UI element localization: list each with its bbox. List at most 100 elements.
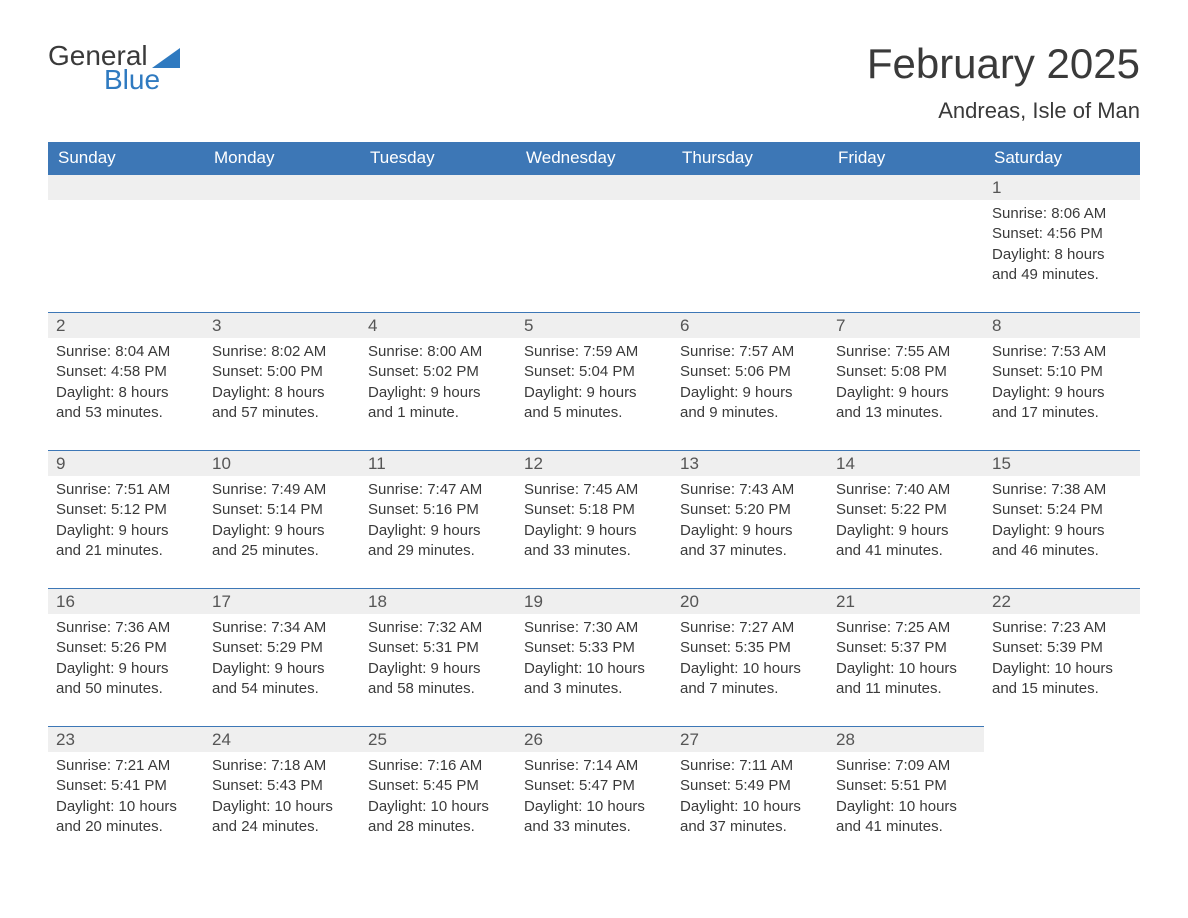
calendar-cell-empty (204, 174, 360, 312)
day-data: Sunrise: 7:47 AMSunset: 5:16 PMDaylight:… (360, 476, 516, 571)
day-data: Sunrise: 7:45 AMSunset: 5:18 PMDaylight:… (516, 476, 672, 571)
day-number: 8 (984, 312, 1140, 338)
sunrise-text: Sunrise: 7:18 AM (212, 756, 352, 776)
sunrise-text: Sunrise: 7:40 AM (836, 480, 976, 500)
sunrise-text: Sunrise: 8:06 AM (992, 204, 1132, 224)
daylight-line-2: and 33 minutes. (524, 817, 664, 837)
calendar-head: SundayMondayTuesdayWednesdayThursdayFrid… (48, 142, 1140, 174)
sunset-text: Sunset: 5:20 PM (680, 500, 820, 520)
calendar-cell: 21Sunrise: 7:25 AMSunset: 5:37 PMDayligh… (828, 588, 984, 726)
day-number (204, 174, 360, 200)
daylight-line-1: Daylight: 10 hours (524, 659, 664, 679)
sunset-text: Sunset: 5:43 PM (212, 776, 352, 796)
calendar-cell: 14Sunrise: 7:40 AMSunset: 5:22 PMDayligh… (828, 450, 984, 588)
day-data: Sunrise: 7:43 AMSunset: 5:20 PMDaylight:… (672, 476, 828, 571)
day-data: Sunrise: 7:25 AMSunset: 5:37 PMDaylight:… (828, 614, 984, 709)
daylight-line-2: and 5 minutes. (524, 403, 664, 423)
calendar-cell: 22Sunrise: 7:23 AMSunset: 5:39 PMDayligh… (984, 588, 1140, 726)
sunrise-text: Sunrise: 7:27 AM (680, 618, 820, 638)
sunset-text: Sunset: 5:35 PM (680, 638, 820, 658)
sunset-text: Sunset: 5:51 PM (836, 776, 976, 796)
calendar-cell: 6Sunrise: 7:57 AMSunset: 5:06 PMDaylight… (672, 312, 828, 450)
daylight-line-2: and 37 minutes. (680, 541, 820, 561)
calendar-cell-empty (516, 174, 672, 312)
sunrise-text: Sunrise: 7:53 AM (992, 342, 1132, 362)
calendar-cell: 26Sunrise: 7:14 AMSunset: 5:47 PMDayligh… (516, 726, 672, 864)
daylight-line-1: Daylight: 9 hours (680, 521, 820, 541)
day-data: Sunrise: 7:16 AMSunset: 5:45 PMDaylight:… (360, 752, 516, 847)
sunrise-text: Sunrise: 7:16 AM (368, 756, 508, 776)
title-block: February 2025 Andreas, Isle of Man (867, 40, 1140, 124)
daylight-line-1: Daylight: 9 hours (56, 521, 196, 541)
calendar-cell: 3Sunrise: 8:02 AMSunset: 5:00 PMDaylight… (204, 312, 360, 450)
calendar-week: 9Sunrise: 7:51 AMSunset: 5:12 PMDaylight… (48, 450, 1140, 588)
day-number: 12 (516, 450, 672, 476)
daylight-line-1: Daylight: 10 hours (680, 797, 820, 817)
sunset-text: Sunset: 5:16 PM (368, 500, 508, 520)
daylight-line-2: and 41 minutes. (836, 541, 976, 561)
daylight-line-2: and 28 minutes. (368, 817, 508, 837)
daylight-line-2: and 11 minutes. (836, 679, 976, 699)
sunset-text: Sunset: 5:10 PM (992, 362, 1132, 382)
day-number (984, 726, 1140, 751)
calendar-cell-empty (984, 726, 1140, 864)
daylight-line-2: and 54 minutes. (212, 679, 352, 699)
daylight-line-2: and 50 minutes. (56, 679, 196, 699)
daylight-line-2: and 25 minutes. (212, 541, 352, 561)
day-data: Sunrise: 7:59 AMSunset: 5:04 PMDaylight:… (516, 338, 672, 433)
page-title: February 2025 (867, 40, 1140, 88)
daylight-line-1: Daylight: 10 hours (368, 797, 508, 817)
logo: General Blue (48, 40, 180, 96)
day-data: Sunrise: 7:49 AMSunset: 5:14 PMDaylight:… (204, 476, 360, 571)
daylight-line-2: and 9 minutes. (680, 403, 820, 423)
sunrise-text: Sunrise: 7:21 AM (56, 756, 196, 776)
calendar-cell: 1Sunrise: 8:06 AMSunset: 4:56 PMDaylight… (984, 174, 1140, 312)
sunrise-text: Sunrise: 7:38 AM (992, 480, 1132, 500)
sunrise-text: Sunrise: 7:59 AM (524, 342, 664, 362)
sunrise-text: Sunrise: 7:32 AM (368, 618, 508, 638)
daylight-line-1: Daylight: 10 hours (680, 659, 820, 679)
sunrise-text: Sunrise: 7:43 AM (680, 480, 820, 500)
calendar-cell: 23Sunrise: 7:21 AMSunset: 5:41 PMDayligh… (48, 726, 204, 864)
day-header: Sunday (48, 142, 204, 174)
sunrise-text: Sunrise: 8:00 AM (368, 342, 508, 362)
calendar-body: 1 Sunrise: 8:06 AMSunset: 4:56 PM Daylight… (48, 174, 1140, 864)
sunrise-text: Sunrise: 8:02 AM (212, 342, 352, 362)
calendar-cell: 13Sunrise: 7:43 AMSunset: 5:20 PMDayligh… (672, 450, 828, 588)
day-data: Sunrise: 7:30 AMSunset: 5:33 PMDaylight:… (516, 614, 672, 709)
day-number: 1 (984, 174, 1140, 200)
day-number: 16 (48, 588, 204, 614)
day-number: 2 (48, 312, 204, 338)
sunset-text: Sunset: 4:56 PM (992, 224, 1132, 244)
sunset-text: Sunset: 5:37 PM (836, 638, 976, 658)
daylight-line-1: Daylight: 9 hours (836, 521, 976, 541)
calendar-cell: 28Sunrise: 7:09 AMSunset: 5:51 PMDayligh… (828, 726, 984, 864)
day-header: Tuesday (360, 142, 516, 174)
calendar-cell: 19Sunrise: 7:30 AMSunset: 5:33 PMDayligh… (516, 588, 672, 726)
header: General Blue February 2025 Andreas, Isle… (48, 40, 1140, 124)
calendar-cell: 17Sunrise: 7:34 AMSunset: 5:29 PMDayligh… (204, 588, 360, 726)
day-number: 15 (984, 450, 1140, 476)
day-number: 22 (984, 588, 1140, 614)
day-header: Monday (204, 142, 360, 174)
daylight-line-1: Daylight: 8 hours (212, 383, 352, 403)
day-number (516, 174, 672, 200)
sunrise-text: Sunrise: 7:11 AM (680, 756, 820, 776)
daylight-line-1: Daylight: 9 hours (680, 383, 820, 403)
day-number: 5 (516, 312, 672, 338)
day-data: Sunrise: 7:34 AMSunset: 5:29 PMDaylight:… (204, 614, 360, 709)
daylight-line-1: Daylight: 10 hours (836, 797, 976, 817)
daylight-line-1: Daylight: 9 hours (212, 521, 352, 541)
daylight-line-1: Daylight: 9 hours (368, 659, 508, 679)
day-number: 26 (516, 726, 672, 752)
calendar-cell: 27Sunrise: 7:11 AMSunset: 5:49 PMDayligh… (672, 726, 828, 864)
daylight-line-1: Daylight: 10 hours (992, 659, 1132, 679)
calendar-cell-empty (672, 174, 828, 312)
sunrise-text: Sunrise: 7:45 AM (524, 480, 664, 500)
day-number: 13 (672, 450, 828, 476)
calendar-cell: 16Sunrise: 7:36 AMSunset: 5:26 PMDayligh… (48, 588, 204, 726)
day-number: 3 (204, 312, 360, 338)
calendar-cell: 5Sunrise: 7:59 AMSunset: 5:04 PMDaylight… (516, 312, 672, 450)
page-subtitle: Andreas, Isle of Man (867, 98, 1140, 124)
day-header: Wednesday (516, 142, 672, 174)
